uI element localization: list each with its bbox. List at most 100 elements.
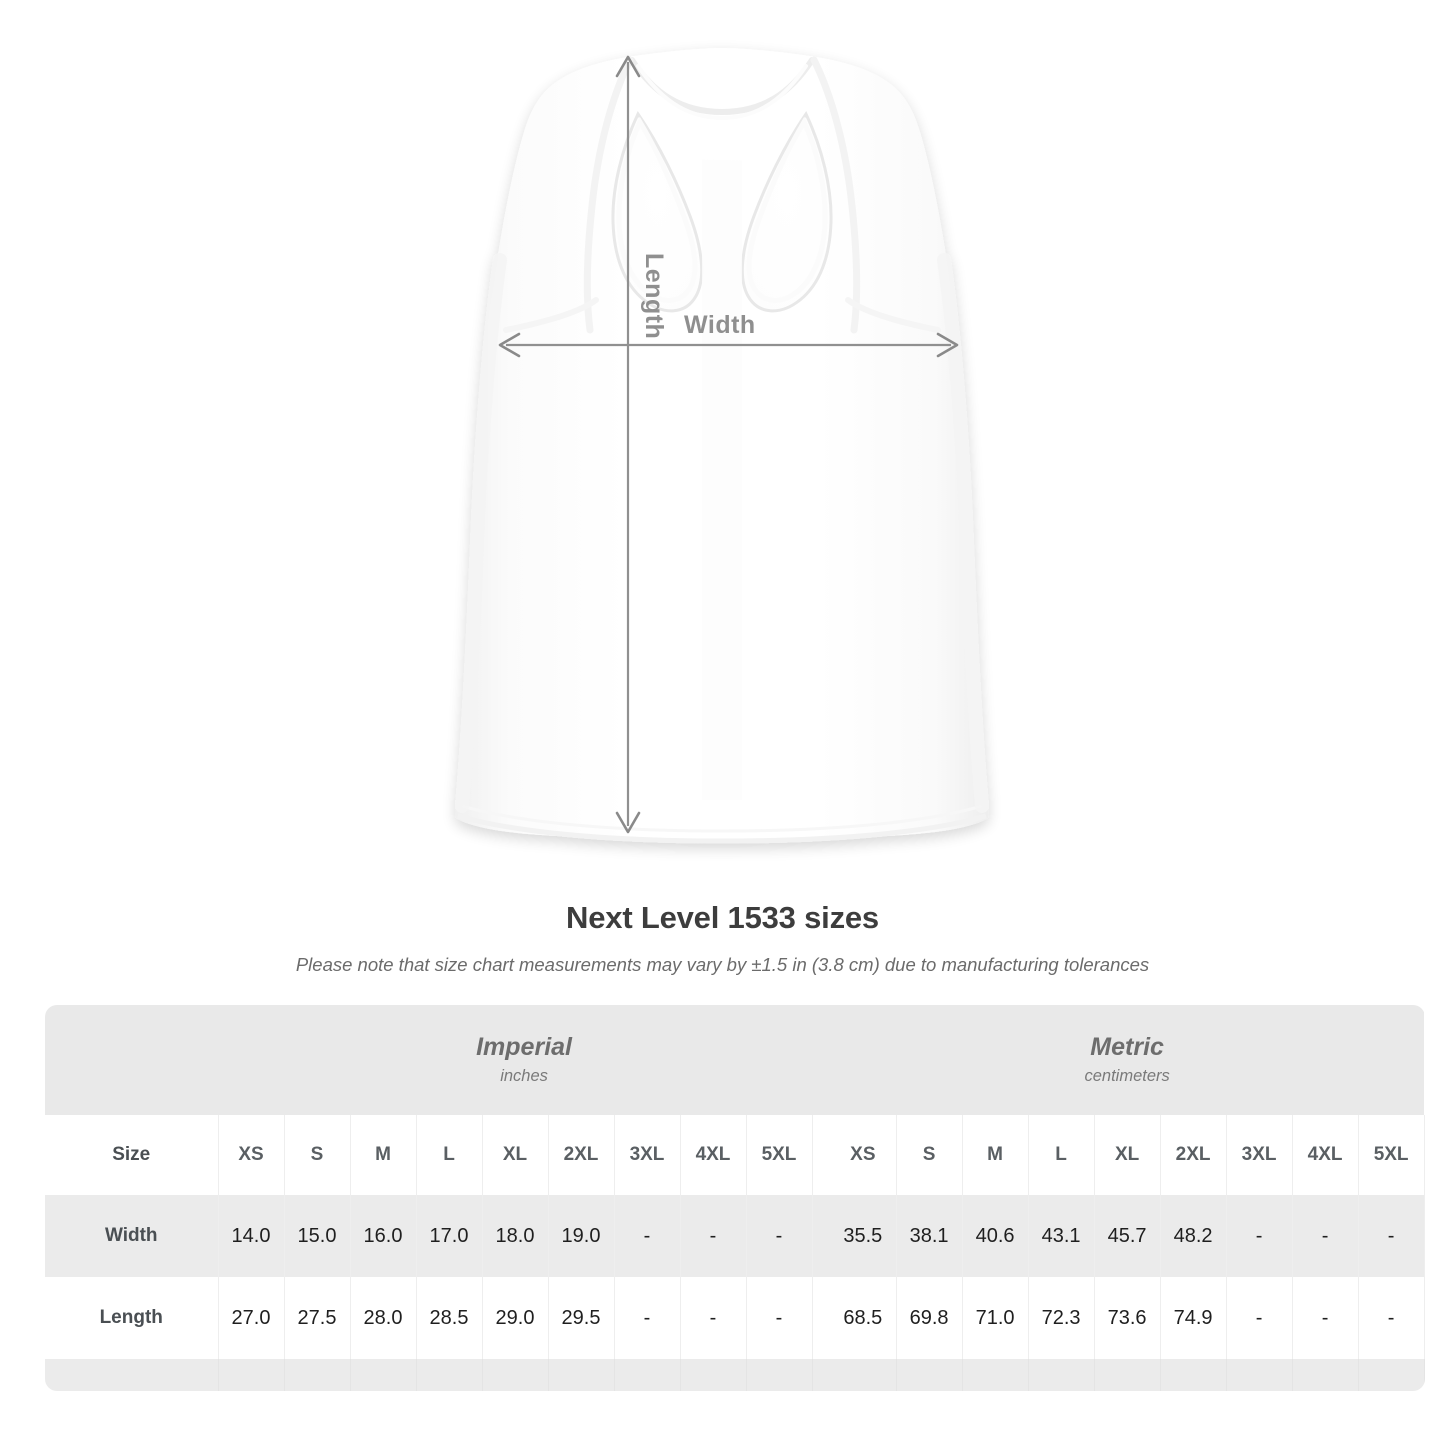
cell-length-imperial-3XL: -: [614, 1277, 681, 1359]
cell-length-imperial-XS: 27.0: [218, 1277, 285, 1359]
size-header-imperial-L: L: [416, 1115, 483, 1195]
cell-width-imperial-XL: 18.0: [482, 1195, 549, 1277]
size-chart-table-wrap: Imperial inches Metric centimeters Size XS S M L…: [45, 1005, 1425, 1391]
table-row-width: Width 14.0 15.0 16.0 17.0 18.0 19.0- - -35.5 38.1…: [45, 1195, 1425, 1277]
system-unit-label: inches: [500, 1067, 548, 1085]
size-header-metric-3XL: 3XL: [1226, 1115, 1293, 1195]
footer-cell: [896, 1359, 963, 1391]
cell-length-imperial-S: 27.5: [284, 1277, 351, 1359]
cell-length-imperial-4XL: -: [680, 1277, 747, 1359]
cell-length-metric-5XL: -: [1358, 1277, 1425, 1359]
length-label: Length: [640, 253, 668, 339]
size-header-metric-2XL: 2XL: [1160, 1115, 1227, 1195]
size-header-imperial-3XL: 3XL: [614, 1115, 681, 1195]
length-arrowhead-top: [615, 55, 641, 78]
size-header-imperial-XL: XL: [482, 1115, 549, 1195]
system-header-imperial: Imperial inches: [218, 1005, 831, 1115]
footer-cell: [962, 1359, 1029, 1391]
side-shade-left: [455, 253, 507, 813]
footer-cell: [416, 1359, 483, 1391]
cell-width-metric-5XL: -: [1358, 1195, 1425, 1277]
footer-cell: [1094, 1359, 1161, 1391]
row-label-width: Width: [45, 1195, 219, 1277]
strap-right-edge: [810, 56, 861, 334]
center-fold-shade: [700, 159, 742, 801]
cell-width-imperial-4XL: -: [680, 1195, 747, 1277]
cell-width-imperial-L: 17.0: [416, 1195, 483, 1277]
size-header-imperial-S: S: [284, 1115, 351, 1195]
cell-width-imperial-XS: 14.0: [218, 1195, 285, 1277]
tank-body-group: [455, 48, 989, 844]
side-shade-right: [937, 253, 989, 813]
size-header-metric-XL: XL: [1094, 1115, 1161, 1195]
systems-row-spacer: [45, 1005, 218, 1115]
cell-length-metric-3XL: -: [1226, 1277, 1293, 1359]
footer-cell: [680, 1359, 747, 1391]
cell-length-metric-XS: 68.5: [830, 1277, 897, 1359]
size-header-metric-4XL: 4XL: [1292, 1115, 1359, 1195]
section-gap: [812, 1277, 831, 1359]
hem-line-inner: [461, 804, 983, 833]
width-measure-guide: Width: [498, 311, 959, 358]
footer-cell: [1160, 1359, 1227, 1391]
length-arrowhead-bottom: [615, 811, 641, 834]
cell-length-metric-S: 69.8: [896, 1277, 963, 1359]
cell-length-metric-2XL: 74.9: [1160, 1277, 1227, 1359]
table-systems-row: Imperial inches Metric centimeters: [45, 1005, 1425, 1115]
footer-cell: [1358, 1359, 1425, 1391]
armhole-left: [611, 110, 704, 313]
hem-line: [457, 813, 987, 844]
underarm-right: [845, 297, 941, 333]
table-row-length: Length 27.0 27.5 28.0 28.5 29.0 29.5- - -68.5 69.…: [45, 1277, 1425, 1359]
cell-width-metric-4XL: -: [1292, 1195, 1359, 1277]
size-header-metric-5XL: 5XL: [1358, 1115, 1425, 1195]
size-header-metric-L: L: [1028, 1115, 1095, 1195]
table-size-header-row: Size XS S M L XL 2XL 3XL 4XL 5XL XS S M L XL 2XL 3XL 4XL 5…: [45, 1115, 1425, 1195]
table-footer-row: [45, 1359, 1425, 1391]
cell-width-imperial-S: 15.0: [284, 1195, 351, 1277]
cell-length-metric-4XL: -: [1292, 1277, 1359, 1359]
footer-cell: [746, 1359, 813, 1391]
cell-width-metric-XS: 35.5: [830, 1195, 897, 1277]
system-header-metric: Metric centimeters: [830, 1005, 1425, 1115]
cell-width-imperial-3XL: -: [614, 1195, 681, 1277]
footer-cell: [284, 1359, 351, 1391]
footer-cell: [482, 1359, 549, 1391]
chart-heading-block: Next Level 1533 sizes Please note that s…: [0, 898, 1445, 977]
size-header-imperial-4XL: 4XL: [680, 1115, 747, 1195]
size-chart-table: Imperial inches Metric centimeters Size XS S M L…: [45, 1005, 1425, 1391]
cell-width-metric-S: 38.1: [896, 1195, 963, 1277]
cell-width-metric-XL: 45.7: [1094, 1195, 1161, 1277]
cell-width-imperial-M: 16.0: [350, 1195, 417, 1277]
system-name-label: Imperial: [476, 1033, 572, 1061]
size-header-metric-M: M: [962, 1115, 1029, 1195]
cell-width-imperial-2XL: 19.0: [548, 1195, 615, 1277]
column-header-size: Size: [45, 1115, 219, 1195]
tolerance-note: Please note that size chart measurements…: [295, 954, 1150, 975]
strap-left-edge: [583, 56, 634, 334]
length-measure-guide: Length: [615, 55, 668, 834]
footer-cell: [548, 1359, 615, 1391]
tank-top-svg: Length Width: [455, 48, 989, 844]
garment-illustration: Length Width: [455, 48, 989, 844]
cell-length-imperial-M: 28.0: [350, 1277, 417, 1359]
row-label-length: Length: [45, 1277, 219, 1359]
cell-length-metric-M: 71.0: [962, 1277, 1029, 1359]
cell-length-metric-XL: 73.6: [1094, 1277, 1161, 1359]
size-header-imperial-5XL: 5XL: [746, 1115, 813, 1195]
footer-cell: [45, 1359, 219, 1391]
section-gap: [812, 1195, 831, 1277]
size-header-metric-XS: XS: [830, 1115, 897, 1195]
armhole-right-binding: [746, 116, 828, 303]
footer-cell: [830, 1359, 897, 1391]
footer-cell: [1028, 1359, 1095, 1391]
cell-width-metric-2XL: 48.2: [1160, 1195, 1227, 1277]
width-label: Width: [684, 311, 756, 339]
footer-cell: [1292, 1359, 1359, 1391]
cell-length-imperial-2XL: 29.5: [548, 1277, 615, 1359]
system-name-label: Metric: [1090, 1033, 1164, 1061]
cell-width-metric-M: 40.6: [962, 1195, 1029, 1277]
cell-length-imperial-L: 28.5: [416, 1277, 483, 1359]
size-header-imperial-M: M: [350, 1115, 417, 1195]
armhole-left-binding: [616, 116, 698, 303]
